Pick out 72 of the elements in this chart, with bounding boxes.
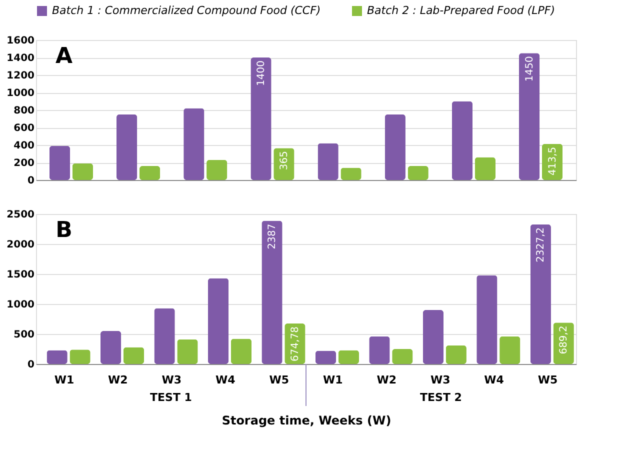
bar [500,336,520,364]
legend-label: Batch 2 : Lab-Prepared Food (LPF) [367,4,555,17]
bar [315,350,336,364]
y-tick-label: 0 [28,176,35,186]
bar [446,345,466,364]
x-tick-label: W1 [322,374,343,386]
y-tick-label: 1000 [6,88,35,99]
x-tick-label: W5 [269,374,290,386]
bar [340,168,362,180]
bar [384,114,406,180]
data-label: 365 [278,151,290,170]
bar [123,347,144,364]
data-label: 689,2 [558,326,570,354]
data-label: 1450 [524,56,536,82]
y-tick-label: 500 [14,330,35,340]
bar [46,350,68,364]
bar [49,146,70,180]
data-label: 674,78 [290,326,301,362]
bar [250,58,272,180]
data-label: 2387 [267,224,278,250]
data-label: 2327,2 [536,227,547,262]
y-tick-label: 1200 [6,70,35,82]
bar [262,220,282,364]
bar [408,166,428,180]
bar [392,349,413,364]
x-axis-title: Storage time, Weeks (W) [222,414,392,428]
bar [72,163,94,180]
data-label: 1400 [256,60,267,86]
bar [116,114,138,180]
bar [230,338,252,364]
bar [518,53,540,180]
x-tick-label: W3 [162,374,182,386]
text: TEST 2 [420,391,462,404]
bar [452,101,473,180]
y-tick-label: 200 [14,158,35,169]
y-tick-label: 1600 [6,36,35,46]
bar [476,275,498,364]
text: TEST 1 [150,391,192,404]
x-tick-label: W4 [216,374,236,386]
bar [206,160,228,180]
bar [70,350,90,364]
y-tick-label: 0 [28,360,35,370]
bar [474,157,496,180]
bar [139,166,160,180]
x-tick-label: W5 [538,374,558,386]
x-tick-label: W3 [430,374,450,386]
bar [177,339,198,364]
bar [530,224,551,364]
bar [154,308,175,364]
bar [422,310,444,364]
y-tick-label: 2000 [6,240,35,250]
x-tick-label: W1 [54,374,74,386]
x-tick-label: W2 [376,374,396,386]
annotation: A [55,44,73,69]
annotation: B [56,218,72,243]
bar [208,278,229,364]
bar [318,143,338,180]
y-tick-label: 2500 [6,210,35,220]
data-label: 413,5 [547,146,558,176]
bar [338,350,360,364]
x-tick-label: W2 [108,374,128,386]
y-tick-label: 400 [14,140,35,152]
y-tick-label: 800 [14,106,35,116]
bar [184,108,204,180]
y-tick-label: 1000 [6,300,35,310]
bar [100,331,122,364]
bar [369,336,390,364]
y-tick-label: 1400 [6,53,35,64]
legend-label: Batch 1 : Commercialized Compound Food (CCF) [52,4,321,17]
y-tick-label: 1500 [6,270,35,280]
y-tick-label: 600 [14,123,35,134]
x-tick-label: W4 [484,374,504,386]
